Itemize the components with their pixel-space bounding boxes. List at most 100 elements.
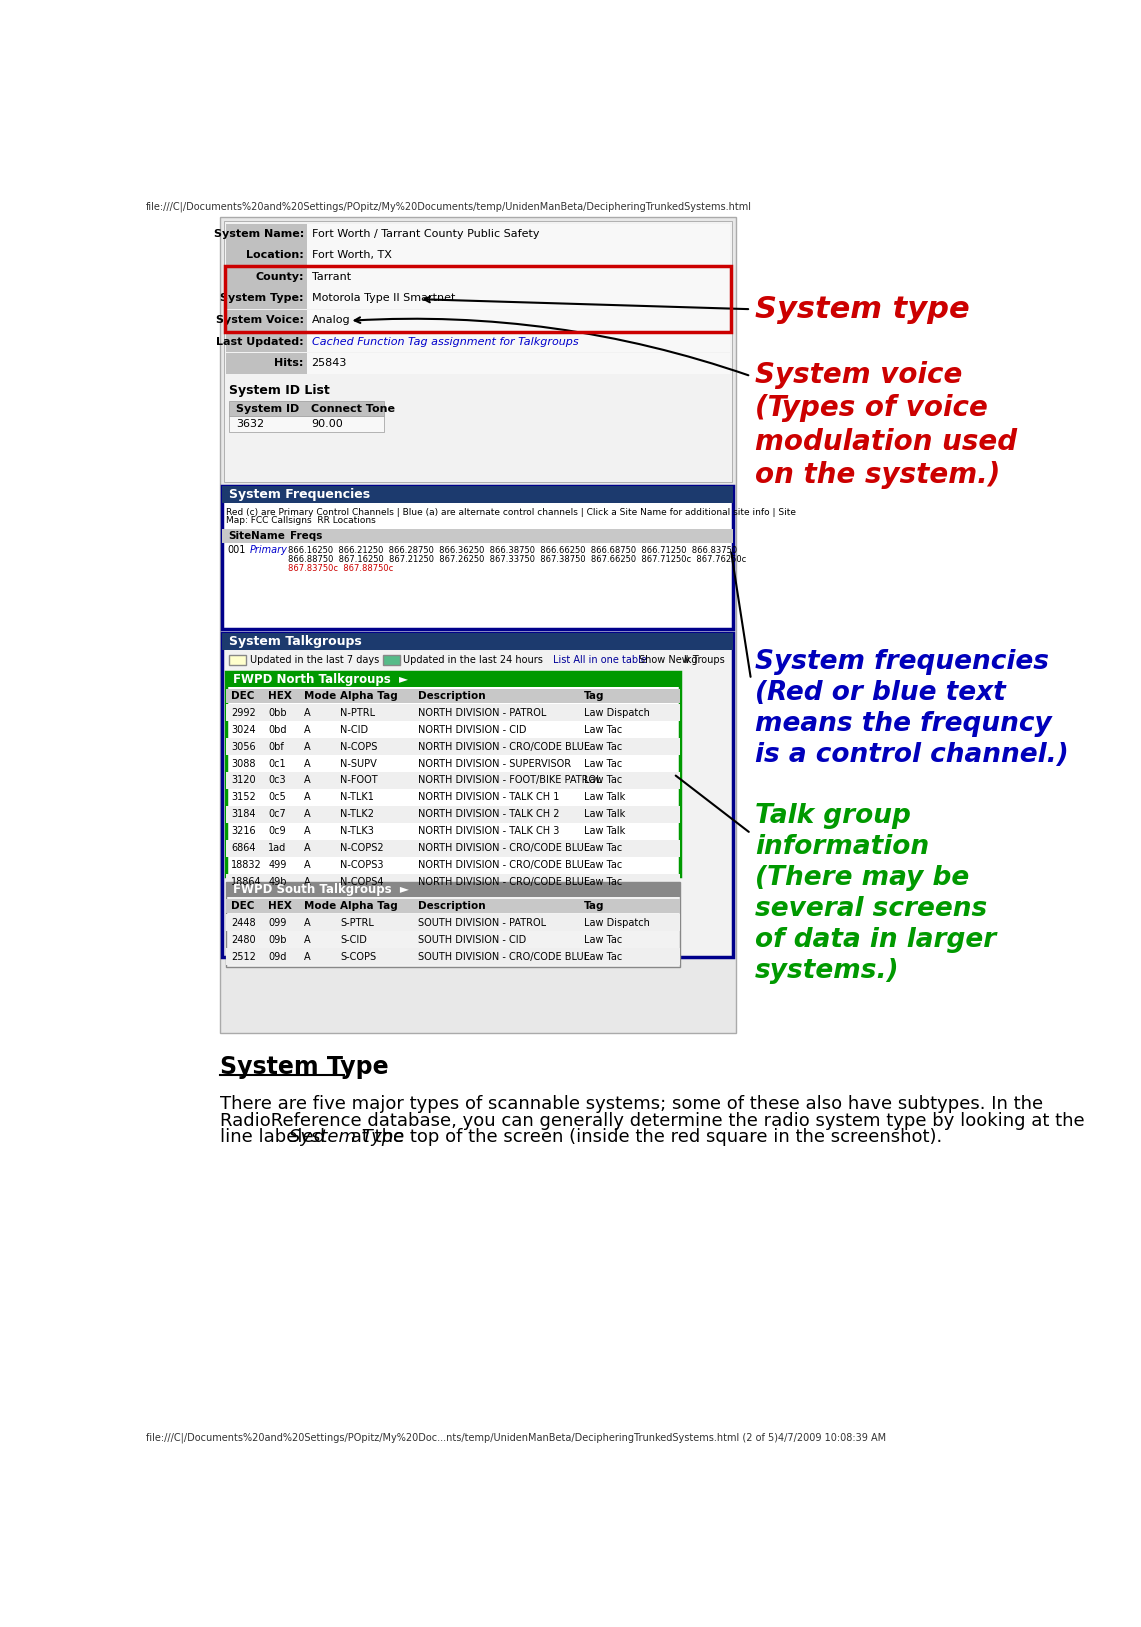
Text: A: A — [304, 742, 310, 752]
Text: A: A — [304, 776, 310, 786]
Text: NORTH DIVISION - SUPERVISOR: NORTH DIVISION - SUPERVISOR — [418, 758, 570, 768]
Bar — [226, 288, 307, 309]
Bar — [226, 882, 680, 898]
Text: 49b: 49b — [268, 877, 286, 887]
Text: Fort Worth / Tarrant County Public Safety: Fort Worth / Tarrant County Public Safet… — [311, 229, 539, 239]
Text: System Frequencies: System Frequencies — [229, 488, 371, 501]
Text: 09b: 09b — [268, 936, 286, 945]
Bar — [226, 311, 307, 330]
Text: 0c7: 0c7 — [268, 809, 286, 820]
Text: System ID: System ID — [236, 403, 300, 413]
Text: Tag: Tag — [584, 901, 605, 911]
Text: at the top of the screen (inside the red square in the screenshot).: at the top of the screen (inside the red… — [345, 1129, 942, 1147]
Bar — [307, 353, 730, 374]
Text: System type: System type — [755, 294, 970, 324]
Text: 3088: 3088 — [230, 758, 256, 768]
Text: 867.83750c  867.88750c: 867.83750c 867.88750c — [289, 565, 394, 573]
Text: Show New T: Show New T — [639, 656, 698, 665]
Text: NORTH DIVISION - CID: NORTH DIVISION - CID — [418, 724, 526, 735]
Text: System voice
(Types of voice
modulation used
on the system.): System voice (Types of voice modulation … — [755, 361, 1017, 490]
Text: file:///C|/Documents%20and%20Settings/POpitz/My%20Documents/temp/UnidenManBeta/D: file:///C|/Documents%20and%20Settings/PO… — [146, 202, 752, 212]
Text: DEC: DEC — [230, 691, 254, 701]
Text: 3216: 3216 — [230, 827, 256, 836]
Text: S-COPS: S-COPS — [340, 952, 377, 962]
Text: N-TLK2: N-TLK2 — [340, 809, 374, 820]
Text: 2480: 2480 — [230, 936, 256, 945]
Text: Last Updated:: Last Updated: — [216, 337, 304, 347]
Text: A: A — [304, 708, 310, 718]
Text: A: A — [304, 843, 310, 853]
Text: S-CID: S-CID — [340, 936, 367, 945]
Bar — [226, 840, 680, 857]
Text: Connect Tone: Connect Tone — [310, 403, 395, 413]
Bar — [222, 633, 734, 651]
Text: 18832: 18832 — [230, 861, 261, 870]
Text: Mode: Mode — [304, 691, 337, 701]
Text: 3632: 3632 — [236, 418, 265, 430]
Bar — [222, 486, 734, 503]
Text: NORTH DIVISION - PATROL: NORTH DIVISION - PATROL — [418, 708, 547, 718]
Bar — [226, 332, 307, 353]
Text: Primary: Primary — [250, 545, 288, 555]
Bar — [226, 914, 680, 931]
Text: SOUTH DIVISION - CID: SOUTH DIVISION - CID — [418, 936, 526, 945]
Text: 2992: 2992 — [230, 708, 256, 718]
Text: Law Tac: Law Tac — [584, 952, 623, 962]
Bar — [307, 246, 730, 267]
Text: List All in one table: List All in one table — [553, 656, 647, 665]
Text: 001: 001 — [228, 545, 246, 555]
Text: FWPD South Talkgroups  ►: FWPD South Talkgroups ► — [233, 883, 408, 896]
Text: Alpha Tag: Alpha Tag — [340, 901, 398, 911]
Text: NORTH DIVISION - CRO/CODE BLUE: NORTH DIVISION - CRO/CODE BLUE — [418, 861, 590, 870]
Text: Law Tac: Law Tac — [584, 877, 623, 887]
Text: 25843: 25843 — [311, 358, 347, 368]
Text: 0bd: 0bd — [268, 724, 286, 735]
Text: 18864: 18864 — [230, 877, 261, 887]
Text: NORTH DIVISION - CRO/CODE BLUE: NORTH DIVISION - CRO/CODE BLUE — [418, 843, 590, 853]
Text: Red (c) are Primary Control Channels | Blue (a) are alternate control channels |: Red (c) are Primary Control Channels | B… — [226, 508, 796, 517]
Text: System Type: System Type — [220, 1054, 389, 1079]
Bar — [228, 417, 383, 431]
Text: N-TLK1: N-TLK1 — [340, 792, 374, 802]
Text: Location:: Location: — [246, 251, 304, 260]
Text: Description: Description — [418, 691, 485, 701]
Text: System Voice:: System Voice: — [216, 316, 304, 325]
Text: 3184: 3184 — [230, 809, 256, 820]
Text: N-COPS2: N-COPS2 — [340, 843, 383, 853]
Text: Fort Worth, TX: Fort Worth, TX — [311, 251, 391, 260]
Text: N-FOOT: N-FOOT — [340, 776, 378, 786]
Bar — [226, 267, 307, 288]
Bar — [307, 225, 730, 244]
Text: County:: County: — [256, 272, 304, 281]
Text: Law Tac: Law Tac — [584, 724, 623, 735]
Text: Description: Description — [418, 901, 485, 911]
Bar — [228, 400, 383, 417]
Text: Mode: Mode — [304, 901, 337, 911]
Bar — [222, 529, 734, 543]
Bar — [383, 656, 400, 665]
Bar — [225, 267, 731, 332]
Text: System Talkgroups: System Talkgroups — [229, 635, 362, 648]
Text: 3152: 3152 — [230, 792, 256, 802]
Text: Tag: Tag — [584, 691, 605, 701]
Text: Law Tac: Law Tac — [584, 843, 623, 853]
Bar — [226, 771, 680, 789]
Text: Name: Name — [251, 532, 285, 542]
Bar — [226, 672, 680, 875]
Text: N-COPS: N-COPS — [340, 742, 378, 752]
Bar — [226, 882, 680, 966]
Text: 499: 499 — [268, 861, 286, 870]
Text: A: A — [304, 877, 310, 887]
Bar — [226, 688, 680, 703]
Bar — [226, 805, 680, 823]
Text: NORTH DIVISION - CRO/CODE BLUE: NORTH DIVISION - CRO/CODE BLUE — [418, 877, 590, 887]
Text: 3024: 3024 — [230, 724, 256, 735]
Bar — [307, 332, 730, 353]
Text: Law Dispatch: Law Dispatch — [584, 918, 650, 927]
Text: System ID List: System ID List — [228, 384, 330, 397]
Text: 866.16250  866.21250  866.28750  866.36250  866.38750  866.66250  866.68750  866: 866.16250 866.21250 866.28750 866.36250 … — [289, 545, 737, 555]
Bar — [307, 288, 730, 309]
Text: Updated in the last 24 hours: Updated in the last 24 hours — [403, 656, 543, 665]
Text: Law Tac: Law Tac — [584, 758, 623, 768]
Text: A: A — [304, 827, 310, 836]
